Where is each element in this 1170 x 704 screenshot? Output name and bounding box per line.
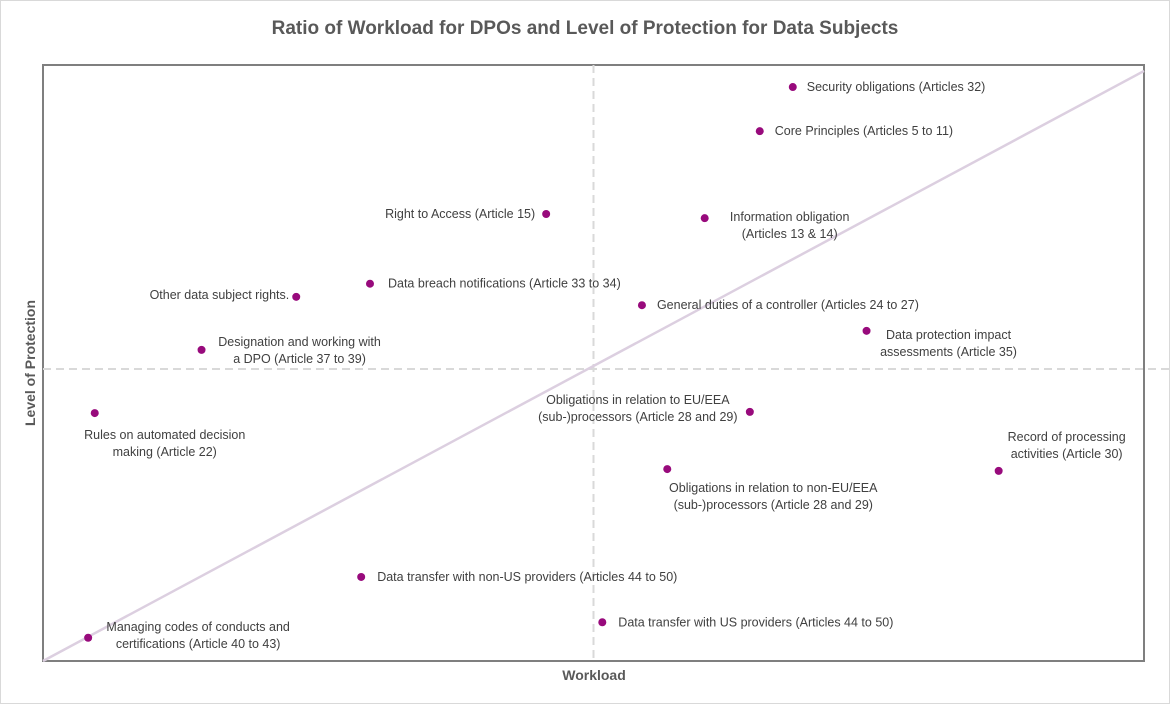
data-point [365,279,374,288]
data-label-line: Core Principles (Articles 5 to 11) [775,124,953,138]
data-label-line: Obligations in relation to non-EU/EEA [669,481,878,495]
data-label-line: Data transfer with non-US providers (Art… [377,570,677,584]
data-label-line: a DPO (Article 37 to 39) [233,352,366,366]
data-label: Record of processing activities (Article … [1008,430,1126,461]
data-label: Managing codes of conducts and certificat… [106,620,290,651]
data-label-line: (sub-)processors (Article 28 and 29) [538,410,737,424]
data-point [197,345,206,354]
data-label-line: making (Article 22) [113,445,217,459]
data-label-line: General duties of a controller (Articles… [657,298,919,312]
data-label-line: Obligations in relation to EU/EEA [546,393,730,407]
data-point [357,572,366,581]
data-label: General duties of a controller (Articles… [657,298,919,312]
data-label: Security obligations (Articles 32) [807,80,986,94]
diagonal-line [42,69,1145,663]
data-label-line: (sub-)processors (Article 28 and 29) [674,498,873,512]
y-axis-label: Level of Protection [22,300,38,426]
data-label: Information obligation (Articles 13 & 14) [730,210,850,241]
data-point [700,214,709,223]
data-label: Obligations in relation to EU/EEA (sub-)p… [538,393,737,424]
data-label-line: Managing codes of conducts and [106,620,290,634]
data-label: Core Principles (Articles 5 to 11) [775,124,953,138]
data-point [994,466,1003,475]
data-label-line: Other data subject rights. [150,288,290,302]
data-point [637,301,646,310]
data-label-line: Data breach notifications (Article 33 to… [388,277,621,291]
data-label: Other data subject rights. [150,288,290,302]
x-axis-label: Workload [562,667,626,683]
data-label-line: (Articles 13 & 14) [742,227,838,241]
data-label-line: Data protection impact [886,328,1012,342]
data-label-line: activities (Article 30) [1011,447,1123,461]
data-label: Data protection impact assessments (Artic… [880,328,1017,359]
data-point [84,633,93,642]
data-label-line: Record of processing [1008,430,1126,444]
data-label-line: Rules on automated decision [84,428,245,442]
data-point [90,409,99,418]
data-label: Rules on automated decision making (Artic… [84,428,245,459]
data-point [542,210,551,218]
data-point [663,465,672,474]
data-label-line: Information obligation [730,210,850,224]
data-label: Right to Access (Article 15) [385,207,535,221]
chart-title: Ratio of Workload for DPOs and Level of … [272,18,899,39]
data-label-line: Designation and working with [218,335,381,349]
data-label: Data breach notifications (Article 33 to… [388,277,621,291]
data-label: Data transfer with non-US providers (Art… [377,570,677,584]
data-point [745,407,754,416]
data-label: Obligations in relation to non-EU/EEA (su… [669,481,878,512]
data-point [755,127,764,136]
data-label-line: Right to Access (Article 15) [385,207,535,221]
data-point [292,292,301,301]
data-label-line: certifications (Article 40 to 43) [116,637,281,651]
data-point [788,83,797,92]
data-label-line: Security obligations (Articles 32) [807,80,986,94]
data-label-line: assessments (Article 35) [880,345,1017,359]
data-label-line: Data transfer with US providers (Article… [618,615,893,629]
data-point [598,618,607,627]
data-point [862,326,871,335]
data-label: Data transfer with US providers (Article… [618,615,893,629]
data-label: Designation and working with a DPO (Artic… [218,335,381,366]
